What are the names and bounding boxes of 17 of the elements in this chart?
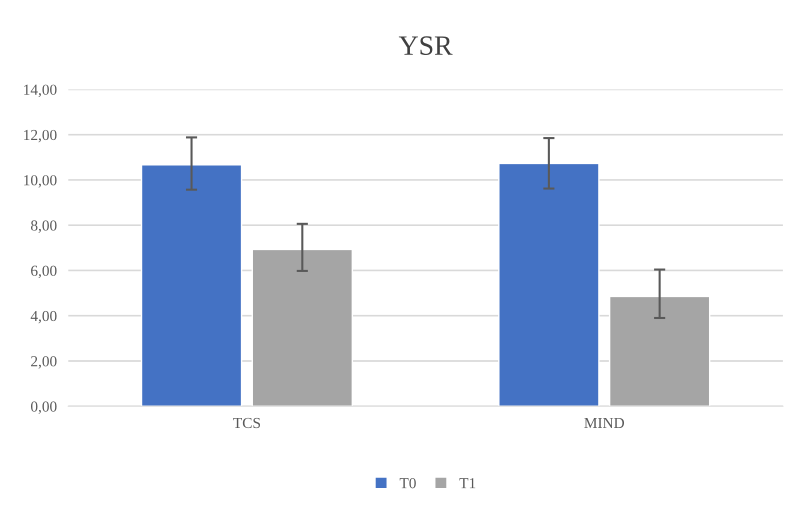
y-tick-label: 6,00 bbox=[31, 266, 57, 278]
bar bbox=[498, 162, 600, 406]
chart-title: YSR bbox=[398, 36, 453, 55]
y-tick-label: 4,00 bbox=[30, 310, 57, 324]
x-tick-label: MIND bbox=[584, 418, 624, 428]
y-tick-label: 2,00 bbox=[31, 356, 57, 369]
bar bbox=[608, 296, 710, 406]
legend-label: T0 bbox=[400, 478, 416, 488]
bar bbox=[140, 164, 242, 406]
y-tick-label: 12,00 bbox=[24, 130, 57, 142]
y-tick-label: 8,00 bbox=[30, 220, 57, 233]
x-tick-label: TCS bbox=[233, 418, 260, 428]
y-tick-label: 14,00 bbox=[24, 84, 57, 98]
y-tick-label: 0,00 bbox=[30, 401, 57, 414]
bar bbox=[252, 248, 354, 406]
legend-label: T1 bbox=[459, 478, 476, 488]
y-tick-label: 10,00 bbox=[24, 175, 57, 188]
